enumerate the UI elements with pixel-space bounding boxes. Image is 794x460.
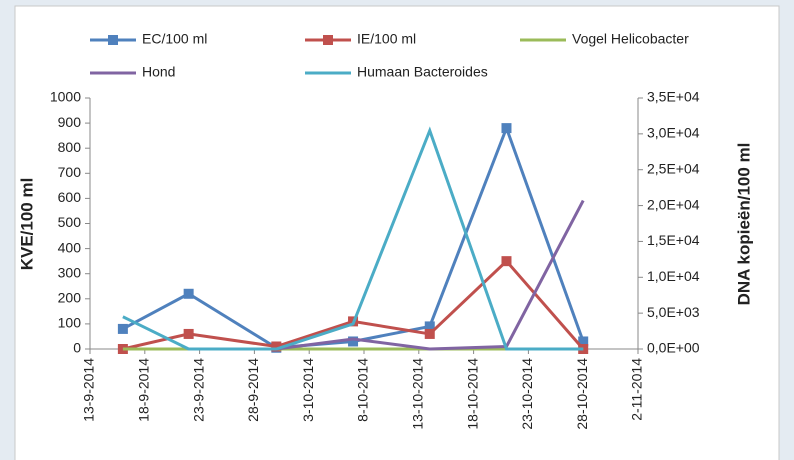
y-tick-label: 900 (58, 114, 82, 130)
series-line (122, 126, 584, 351)
legend-label: EC/100 ml (142, 31, 207, 47)
y-tick-label: 0 (73, 340, 81, 356)
y2-tick-label: 2,5E+04 (647, 160, 700, 176)
y2-tick-label: 1,0E+04 (647, 268, 700, 284)
x-tick-label: 2-11-2014 (629, 358, 645, 421)
y2-tick-label: 1,5E+04 (647, 232, 700, 248)
y-axis-title: KVE/100 ml (17, 178, 36, 271)
y-tick-label: 600 (58, 189, 82, 205)
marker (424, 328, 435, 339)
marker (348, 336, 359, 347)
marker (183, 328, 194, 339)
x-tick-label: 8-10-2014 (355, 358, 371, 422)
legend-label: IE/100 ml (357, 31, 416, 47)
x-tick-label: 18-10-2014 (464, 358, 480, 430)
marker (501, 123, 512, 134)
legend-marker (108, 35, 118, 45)
y2-axis-title: DNA kopieën/100 ml (734, 143, 753, 306)
y2-tick-label: 0,0E+00 (647, 340, 700, 356)
y-tick-label: 800 (58, 139, 82, 155)
marker (578, 336, 589, 347)
y-tick-label: 500 (58, 214, 82, 230)
marker (501, 256, 512, 267)
y-tick-label: 400 (58, 239, 82, 255)
chart-area (14, 5, 780, 460)
x-tick-label: 13-10-2014 (410, 358, 426, 430)
x-tick-label: 3-10-2014 (300, 358, 316, 422)
x-tick-label: 23-10-2014 (519, 358, 535, 430)
legend-marker (323, 35, 333, 45)
y-tick-label: 300 (58, 264, 82, 280)
y-tick-label: 200 (58, 290, 82, 306)
marker (183, 288, 194, 299)
y2-tick-label: 3,5E+04 (647, 89, 700, 105)
y-tick-label: 1000 (50, 89, 81, 105)
x-tick-label: 13-9-2014 (81, 358, 97, 422)
marker (271, 341, 282, 352)
x-tick-label: 23-9-2014 (190, 358, 206, 422)
y-tick-label: 700 (58, 164, 82, 180)
marker (117, 323, 128, 334)
y2-tick-label: 5,0E+03 (647, 304, 700, 320)
x-tick-label: 28-9-2014 (245, 358, 261, 422)
marker (424, 321, 435, 332)
x-tick-label: 18-9-2014 (136, 358, 152, 422)
legend-label: Hond (142, 64, 175, 80)
y2-tick-label: 3,0E+04 (647, 125, 700, 141)
x-tick-label: 28-10-2014 (574, 358, 590, 430)
legend-label: Humaan Bacteroides (357, 64, 488, 80)
y2-tick-label: 2,0E+04 (647, 196, 700, 212)
y-tick-label: 100 (58, 315, 82, 331)
legend-label: Vogel Helicobacter (572, 31, 689, 47)
